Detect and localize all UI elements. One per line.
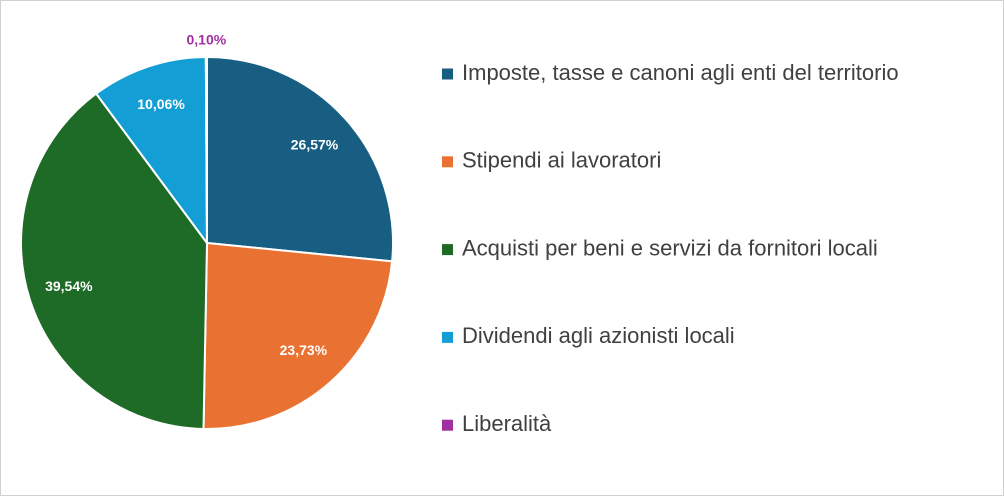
- pie-slice: [204, 55, 208, 244]
- legend-swatch: [442, 419, 453, 431]
- legend-swatch: [442, 68, 453, 80]
- data-label: 0,10%: [187, 32, 227, 48]
- data-label: 39,54%: [45, 278, 93, 294]
- legend-label: Liberalità: [462, 411, 552, 436]
- data-label: 26,57%: [291, 136, 339, 152]
- pie-slice: [20, 92, 209, 430]
- legend-label: Imposte, tasse e canoni agli enti del te…: [462, 60, 899, 85]
- pie-slice: [206, 55, 394, 263]
- pie-slice: [94, 55, 209, 247]
- legend-swatch: [442, 156, 453, 168]
- legend-label: Acquisti per beni e servizi da fornitori…: [462, 235, 878, 260]
- data-label: 23,73%: [280, 342, 328, 358]
- legend-label: Stipendi ai lavoratori: [462, 148, 661, 173]
- data-label: 10,06%: [137, 96, 185, 112]
- legend-label: Dividendi agli azionisti locali: [462, 323, 735, 348]
- pie-slice: [202, 241, 394, 430]
- legend-swatch: [442, 331, 453, 343]
- legend-swatch: [442, 244, 453, 256]
